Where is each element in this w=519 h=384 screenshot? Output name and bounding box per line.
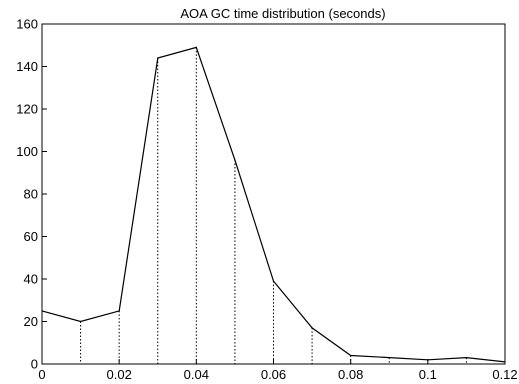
x-tick-label: 0.08: [338, 367, 363, 382]
y-tick-label: 60: [24, 229, 38, 244]
data-point: [272, 280, 275, 282]
data-point: [465, 357, 468, 359]
data-point: [41, 310, 43, 312]
data-point: [157, 57, 159, 59]
y-tick-label: 80: [24, 187, 38, 202]
data-point: [118, 310, 120, 312]
y-tick-label: 140: [16, 59, 38, 74]
x-tick-label: 0.06: [261, 367, 286, 382]
data-point: [195, 46, 197, 48]
data-point: [234, 159, 236, 161]
x-tick-label: 0.02: [107, 367, 132, 382]
x-tick-label: 0.1: [419, 367, 437, 382]
y-tick-label: 40: [24, 272, 38, 287]
data-point: [427, 359, 429, 361]
y-tick-label: 20: [24, 314, 38, 329]
y-tick-label: 160: [16, 17, 38, 32]
data-point: [504, 361, 506, 363]
data-point: [388, 357, 390, 359]
chart-title: AOA GC time distribution (seconds): [180, 6, 385, 21]
data-point: [311, 327, 313, 329]
y-tick-label: 100: [16, 144, 38, 159]
x-tick-label: 0: [38, 367, 45, 382]
y-tick-label: 120: [16, 102, 38, 117]
series-line: [41, 46, 506, 363]
data-point: [350, 354, 352, 357]
y-tick-label: 0: [31, 357, 38, 372]
plot-area: 0 20 40 60 80 100 120 140 160 0 0.02 0.04 0.06 0.08 0.…: [16, 17, 517, 383]
data-point: [79, 320, 82, 323]
x-tick-label: 0.12: [492, 367, 517, 382]
x-tick-label: 0.04: [184, 367, 209, 382]
